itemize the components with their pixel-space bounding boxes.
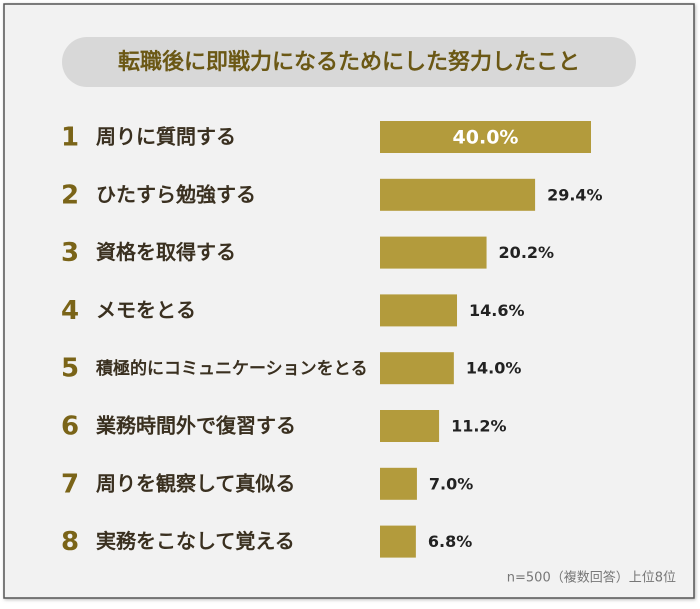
- category-label: 周りを観察して真似る: [96, 471, 295, 495]
- value-label: 6.8%: [428, 532, 472, 551]
- rank: 8: [61, 527, 79, 557]
- bar: [380, 467, 417, 500]
- value-label: 14.6%: [469, 301, 525, 320]
- value-label: 14.0%: [466, 359, 522, 378]
- category-label: 資格を取得する: [96, 240, 236, 264]
- value-label: 20.2%: [499, 243, 555, 262]
- bar: [380, 178, 536, 211]
- value-label: 29.4%: [547, 185, 603, 204]
- category-label: 積極的にコミュニケーションをとる: [96, 358, 368, 379]
- category-label: 周りに質問する: [96, 125, 236, 149]
- category-label: ひたすら勉強する: [96, 182, 256, 206]
- bar: [380, 236, 487, 269]
- note: n=500（複数回答）上位8位: [507, 570, 676, 586]
- rank: 1: [61, 123, 79, 153]
- bar: [380, 352, 454, 385]
- value-label: 40.0%: [453, 127, 519, 149]
- title-pill: [62, 37, 636, 87]
- chart-title: 転職後に即戦力になるためにした努力したこと: [118, 49, 580, 75]
- value-label: 11.2%: [451, 417, 507, 436]
- bar: [380, 410, 440, 442]
- rank: 4: [61, 296, 79, 326]
- value-label: 7.0%: [429, 474, 473, 493]
- rank: 5: [61, 354, 79, 384]
- category-label: 実務をこなして覚える: [96, 529, 295, 553]
- rank: 3: [61, 238, 79, 268]
- bar: [380, 121, 591, 153]
- category-label: 業務時間外で復習する: [96, 414, 296, 438]
- rank: 6: [61, 412, 79, 442]
- rank: 7: [61, 469, 79, 499]
- frame: [3, 3, 695, 599]
- bar: [380, 525, 416, 558]
- bar: [380, 294, 458, 327]
- rank: 2: [61, 180, 79, 210]
- category-label: メモをとる: [96, 298, 196, 322]
